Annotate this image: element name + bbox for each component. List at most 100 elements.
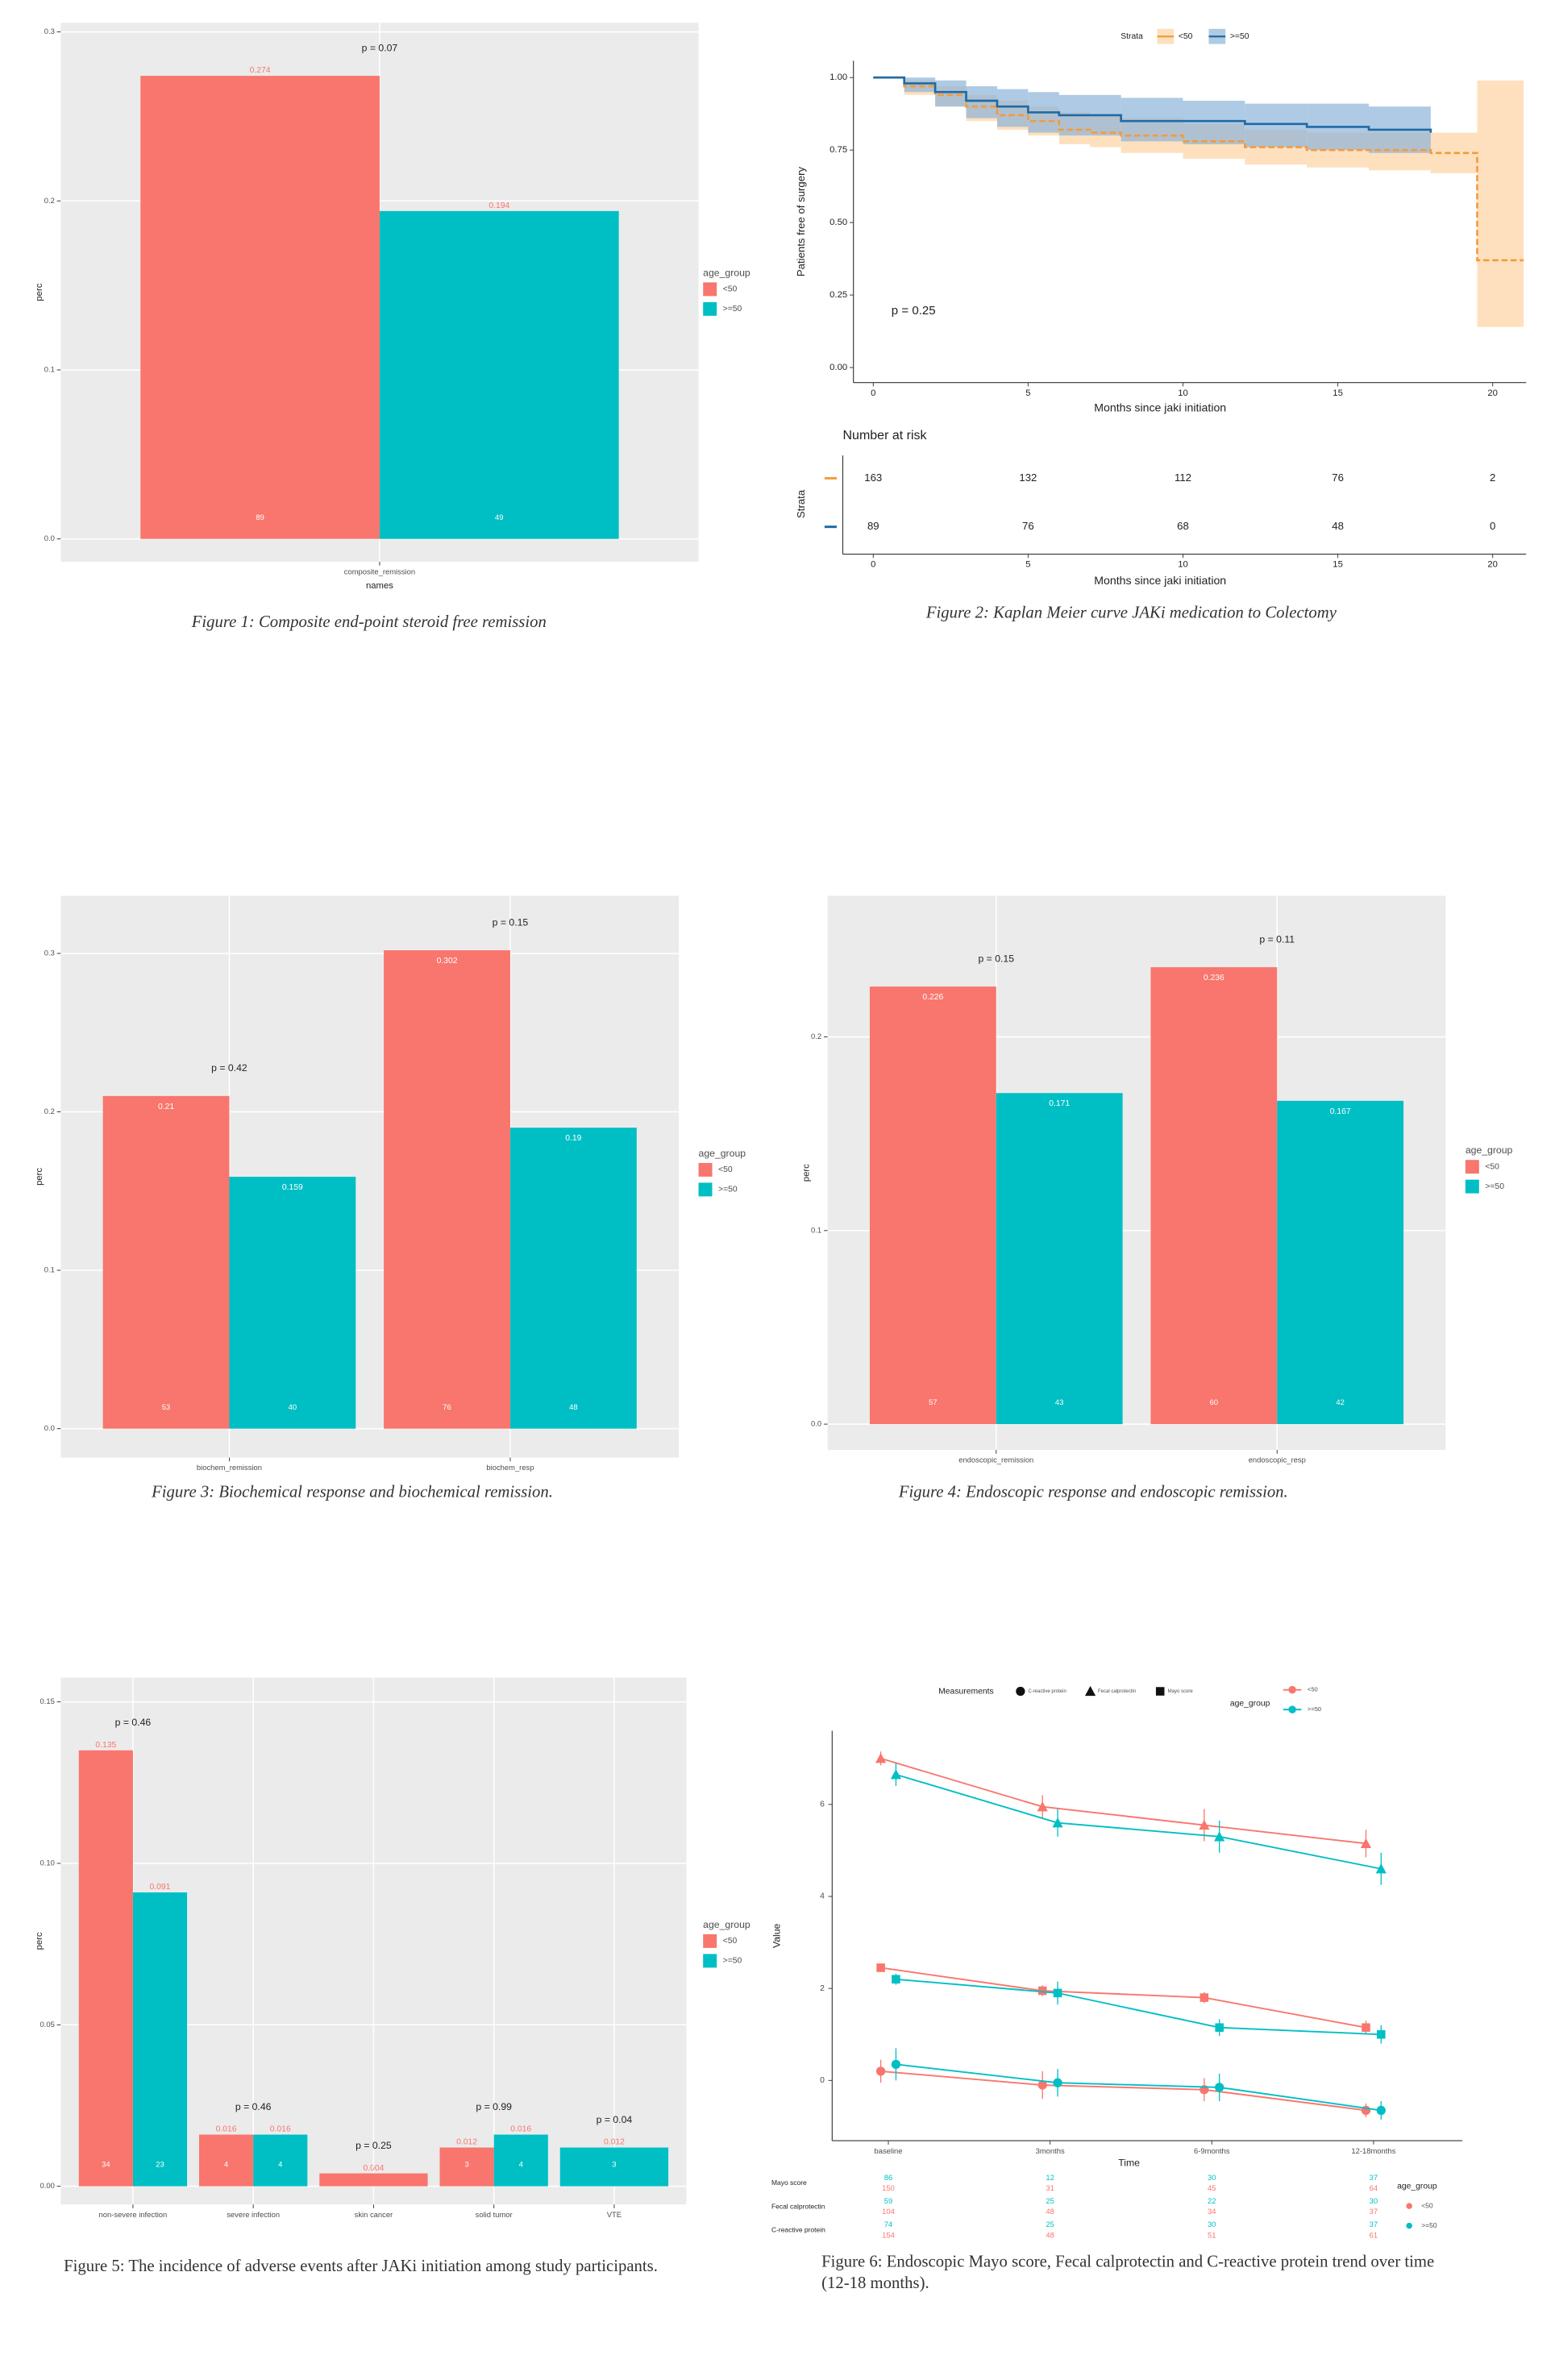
risk-x-tick-label: 20	[1487, 560, 1498, 570]
table-count: 104	[882, 2207, 895, 2216]
table-count: 37	[1370, 2207, 1378, 2216]
p-value: p = 0.25	[355, 2140, 392, 2151]
legend-dot	[1406, 2203, 1412, 2209]
count-label: 60	[1210, 1398, 1218, 1406]
legend-label: >=50	[1308, 1705, 1321, 1713]
legend-label: >=50	[723, 305, 742, 314]
point	[1199, 1819, 1210, 1830]
point	[1376, 2105, 1386, 2116]
y-axis-title: perc	[35, 1932, 44, 1950]
x-tick-label: baseline	[874, 2146, 902, 2155]
value-label: 0.004	[363, 2164, 384, 2173]
x-tick-label: skin cancer	[355, 2210, 393, 2219]
table-count: 30	[1208, 2220, 1216, 2228]
p-value: p = 0.42	[211, 1062, 247, 1074]
value-label: 0.171	[1049, 1099, 1070, 1108]
table-count: 64	[1370, 2183, 1378, 2192]
count-label: 4	[278, 2160, 282, 2169]
value-label: 0.226	[922, 993, 943, 1002]
p-value: p = 0.46	[235, 2101, 272, 2112]
bar	[439, 2147, 494, 2187]
legend-dot	[1406, 2222, 1412, 2229]
legend-dot	[1288, 1685, 1296, 1694]
bar	[1277, 1100, 1404, 1425]
count-label: 3	[464, 2160, 468, 2169]
legend-shape	[1084, 1685, 1096, 1697]
risk-count: 89	[867, 520, 879, 532]
y-tick-label: 0	[820, 2076, 825, 2085]
point	[875, 1753, 887, 1763]
bar	[996, 1093, 1123, 1425]
y-tick-label: 0.10	[40, 1858, 55, 1867]
legend-title: age_group	[1230, 1699, 1270, 1708]
x-axis-title: Time	[1118, 2158, 1140, 2169]
table-count: 61	[1370, 2230, 1378, 2239]
legend-label: <50	[723, 285, 738, 294]
x-tick-label: 20	[1487, 388, 1498, 398]
value-label: 0.012	[604, 2138, 625, 2147]
ci-band	[996, 89, 1029, 127]
p-value: p = 0.15	[493, 916, 529, 928]
count-label: 48	[569, 1402, 577, 1411]
value-label: 0.194	[489, 201, 509, 210]
legend-key	[698, 1182, 713, 1197]
y-tick-label: 0.50	[829, 218, 847, 227]
table-row-label: C-reactive protein	[771, 2225, 825, 2233]
ci-band	[904, 77, 936, 93]
count-label: 23	[156, 2160, 164, 2169]
x-tick-label: 5	[1025, 388, 1030, 398]
caption-box: Figure 3: Biochemical response and bioch…	[152, 1483, 553, 1502]
y-axis-title: Patients free of surgery	[795, 167, 807, 277]
bar	[559, 2147, 669, 2187]
trend-line	[880, 2070, 1366, 2112]
risk-count: 68	[1177, 520, 1189, 532]
legend-key	[1465, 1179, 1479, 1194]
caption: Figure 1: Composite end-point steroid fr…	[191, 613, 547, 632]
y-axis-title: perc	[35, 1168, 44, 1186]
y-tick-label: 0.2	[811, 1032, 821, 1040]
count-label: 40	[289, 1402, 297, 1411]
table-count: 37	[1370, 2220, 1378, 2228]
x-tick-label: 0	[871, 388, 875, 398]
legend-label: <50	[1485, 1162, 1499, 1171]
value-label: 0.016	[510, 2125, 531, 2134]
table-count: 22	[1208, 2196, 1216, 2205]
risk-count: 163	[864, 471, 882, 484]
legend-label: >=50	[1485, 1182, 1504, 1191]
x-tick-label: endoscopic_remission	[958, 1456, 1033, 1464]
count-label: 3	[612, 2160, 616, 2169]
risk-count: 132	[1019, 471, 1037, 484]
x-tick-label: composite_remission	[344, 567, 415, 576]
legend-title: age_group	[1397, 2182, 1437, 2191]
ci-band	[966, 86, 997, 118]
legend-title: Measurements	[938, 1687, 994, 1696]
table-count: 25	[1046, 2220, 1054, 2228]
value-label: 0.016	[216, 2125, 237, 2134]
y-axis-title: perc	[35, 283, 44, 301]
y-tick-label: 0.1	[44, 1265, 55, 1274]
point	[1360, 1838, 1372, 1849]
bar	[493, 2134, 548, 2187]
caption: Figure 6: Endoscopic Mayo score, Fecal c…	[821, 2253, 1435, 2294]
value-label: 0.302	[437, 957, 458, 966]
bar	[509, 1128, 637, 1429]
count-label: 89	[256, 513, 264, 521]
table-count: 31	[1046, 2183, 1054, 2192]
count-label: 76	[443, 1402, 451, 1411]
y-tick-label: 0.00	[829, 363, 847, 372]
table-count: 45	[1208, 2183, 1216, 2192]
table-count: 30	[1208, 2173, 1216, 2182]
bar	[253, 2134, 308, 2187]
y-tick-label: 0.0	[811, 1419, 821, 1428]
legend-dot	[1288, 1705, 1296, 1713]
point	[1037, 1801, 1048, 1812]
survival-line	[873, 76, 1432, 133]
count-label: 4	[519, 2160, 523, 2169]
ci-band	[1245, 103, 1308, 147]
value-label: 0.091	[150, 1883, 171, 1892]
y-tick-label: 6	[820, 1801, 825, 1809]
risk-count: 2	[1490, 471, 1495, 484]
ci-band	[935, 80, 967, 107]
x-tick-label: non-severe infection	[99, 2210, 168, 2219]
y-tick-label: 0.05	[40, 2020, 55, 2029]
